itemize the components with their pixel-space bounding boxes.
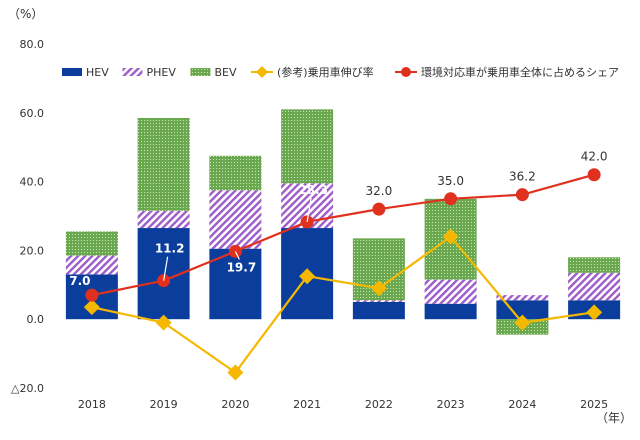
bar-phev xyxy=(496,295,549,301)
x-unit-label: （年） xyxy=(596,411,632,425)
x-tick-label: 2025 xyxy=(580,398,608,411)
point-growth-rate xyxy=(227,364,244,381)
point-growth-rate xyxy=(370,280,387,297)
x-tick-label: 2020 xyxy=(221,398,249,411)
data-label: 35.0 xyxy=(437,174,464,188)
x-tick-label: 2023 xyxy=(437,398,465,411)
point-growth-rate xyxy=(442,228,459,245)
bar-hev xyxy=(209,248,262,320)
data-label: 36.2 xyxy=(509,170,536,184)
data-label: 7.0 xyxy=(69,274,90,288)
y-tick-label: 40.0 xyxy=(20,176,45,189)
data-label: 11.2 xyxy=(155,242,185,256)
y-unit-label: （%） xyxy=(8,7,43,21)
point-growth-rate xyxy=(586,304,603,321)
data-label: 28.3 xyxy=(298,183,328,197)
point-growth-rate xyxy=(299,268,316,285)
legend-marker xyxy=(256,66,268,78)
bar-phev xyxy=(424,279,477,304)
legend-label: HEV xyxy=(86,66,109,79)
point-share xyxy=(85,288,99,302)
bar-phev xyxy=(65,255,118,275)
point-growth-rate xyxy=(83,299,100,316)
legend-swatch xyxy=(190,68,211,76)
data-label-leader xyxy=(163,256,169,281)
legend-label: BEV xyxy=(215,66,237,79)
line-series: 7.0 11.2 19.7 28.3 32.0 35.0 36.2 42.0 xyxy=(69,150,607,381)
y-tick-label: △20.0 xyxy=(11,382,44,395)
point-growth-rate xyxy=(155,314,172,331)
bar-series xyxy=(65,109,621,335)
y-tick-label: 0.0 xyxy=(27,313,45,326)
y-tick-label: 60.0 xyxy=(20,107,45,120)
bar-bev xyxy=(568,257,621,273)
bar-phev xyxy=(209,190,262,249)
point-share xyxy=(515,188,529,202)
y-tick-label: 80.0 xyxy=(20,38,45,51)
point-share xyxy=(444,192,458,206)
line-growth-rate xyxy=(91,235,595,375)
bar-bev xyxy=(209,155,262,191)
bar-hev xyxy=(496,300,549,320)
bar-phev xyxy=(352,300,405,302)
bar-phev xyxy=(568,272,621,301)
bar-hev xyxy=(352,302,405,320)
line-share xyxy=(91,173,595,297)
point-share xyxy=(587,168,601,182)
point-share xyxy=(372,202,386,216)
bar-bev xyxy=(281,109,334,184)
x-axis: 2018 2019 2020 2021 2022 2023 2024 2025 xyxy=(78,398,608,411)
x-tick-label: 2018 xyxy=(78,398,106,411)
legend-swatch xyxy=(62,68,82,76)
legend-swatch xyxy=(122,68,143,76)
legend-label: 環境対応車が乗用車全体に占めるシェア xyxy=(421,65,619,79)
bar-bev xyxy=(65,231,118,256)
x-tick-label: 2022 xyxy=(365,398,393,411)
data-label: 42.0 xyxy=(581,150,608,164)
bar-bev xyxy=(137,117,190,211)
y-axis: 80.0 60.0 40.0 20.0 0.0 △20.0 xyxy=(11,38,44,395)
data-label: 32.0 xyxy=(366,184,393,198)
point-growth-rate xyxy=(514,314,531,331)
legend-marker xyxy=(401,67,411,77)
data-label-leader xyxy=(234,251,240,260)
bar-hev xyxy=(424,303,477,320)
bar-phev xyxy=(137,210,190,229)
x-tick-label: 2024 xyxy=(508,398,536,411)
legend-label: PHEV xyxy=(147,66,177,79)
x-tick-label: 2019 xyxy=(150,398,178,411)
data-label-leader xyxy=(306,197,312,222)
data-label: 19.7 xyxy=(227,260,257,274)
y-tick-label: 20.0 xyxy=(20,244,45,257)
x-tick-label: 2021 xyxy=(293,398,321,411)
legend-label: (参考)乗用車伸び率 xyxy=(277,65,374,79)
legend: HEV PHEV BEV (参考)乗用車伸び率 環境対応車が乗用車全体に占めるシェア xyxy=(62,65,619,79)
